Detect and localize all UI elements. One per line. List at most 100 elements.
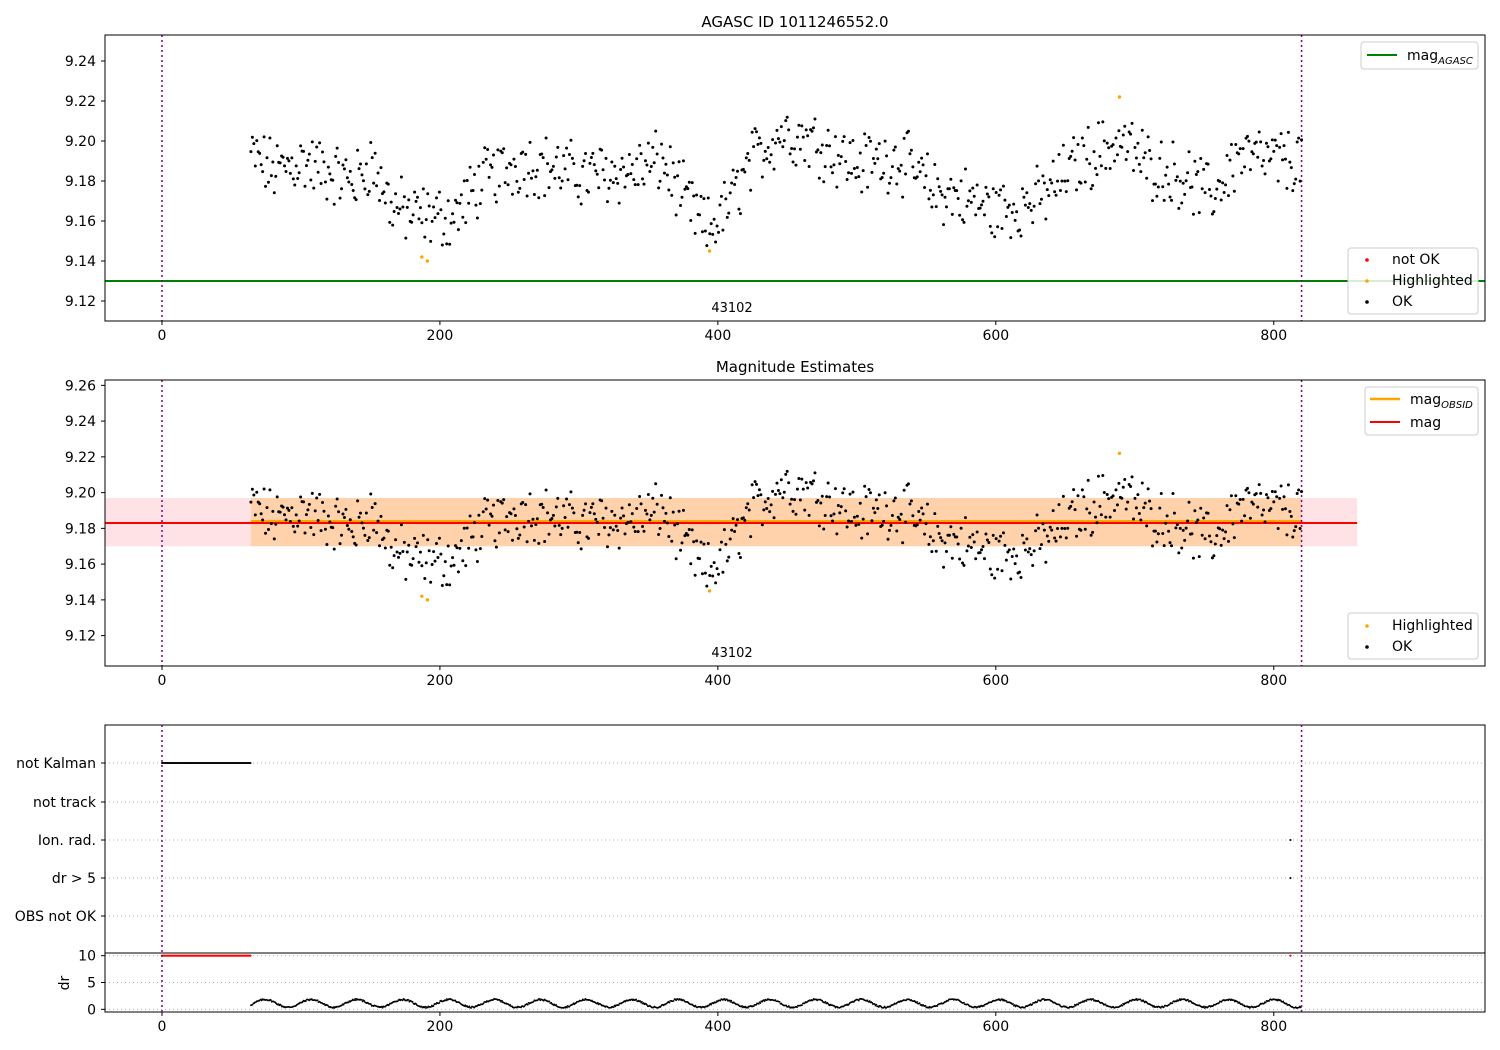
ok-point	[1200, 533, 1204, 537]
ok-point	[575, 530, 579, 534]
ok-point	[794, 512, 798, 516]
ok-point	[524, 503, 528, 507]
ok-point	[1228, 158, 1232, 162]
ok-point	[407, 198, 411, 202]
ok-point	[614, 177, 618, 181]
ok-point	[1191, 556, 1195, 560]
ok-point	[1171, 491, 1175, 495]
ok-point	[1025, 537, 1029, 541]
ok-point	[1226, 539, 1230, 543]
ok-point	[1194, 521, 1198, 525]
dr-point	[470, 1007, 472, 1009]
ok-point	[1095, 521, 1099, 525]
ok-point	[902, 136, 906, 140]
ok-point	[823, 165, 827, 169]
legend-mag-obsid: magOBSID	[1410, 392, 1473, 411]
x-tick-label: 400	[705, 673, 732, 689]
ok-point	[804, 481, 808, 485]
ok-point	[990, 573, 994, 577]
dr-point	[723, 997, 726, 1000]
ok-point	[743, 518, 747, 522]
ok-point	[1222, 537, 1226, 541]
ok-point	[531, 169, 535, 173]
ok-point	[923, 532, 927, 536]
ok-point	[668, 496, 672, 500]
ok-point	[619, 516, 623, 520]
ok-point	[1037, 526, 1041, 530]
ok-point	[331, 178, 335, 182]
ok-point	[968, 189, 972, 193]
ok-point	[478, 547, 482, 551]
ok-point	[487, 523, 491, 527]
ok-point	[418, 550, 422, 554]
ok-point	[367, 189, 371, 193]
ok-point	[386, 529, 390, 533]
ok-point	[503, 528, 507, 532]
dr-point	[555, 1004, 558, 1006]
ok-point	[705, 244, 709, 248]
dr-point	[1031, 1003, 1034, 1006]
ok-point	[646, 141, 650, 145]
ok-point	[760, 523, 764, 527]
ok-point	[841, 139, 845, 143]
panel3-frame	[104, 724, 1486, 954]
ok-point	[1108, 166, 1112, 170]
ok-point	[752, 145, 756, 149]
ok-point	[1251, 152, 1255, 156]
ok-point	[727, 211, 731, 215]
ok-point	[683, 534, 687, 538]
ok-point	[1276, 179, 1280, 183]
ok-point	[1264, 493, 1268, 497]
dr-point	[796, 1006, 798, 1009]
ok-point	[448, 242, 452, 246]
ok-point	[322, 160, 326, 164]
dr-point	[1203, 1005, 1205, 1008]
ok-point	[527, 519, 531, 523]
ok-point	[521, 150, 525, 154]
ok-point	[1098, 154, 1102, 158]
y-tick-label: 9.12	[65, 294, 96, 310]
ok-point	[1079, 528, 1083, 532]
ok-point	[1037, 179, 1041, 183]
ok-point	[1273, 490, 1277, 494]
ok-point	[717, 572, 721, 576]
ok-point	[515, 527, 519, 531]
ok-point	[394, 538, 398, 542]
ok-point	[604, 506, 608, 510]
ok-point	[1134, 156, 1138, 160]
ok-point	[437, 190, 441, 194]
ok-point	[676, 522, 680, 526]
ok-point	[560, 526, 564, 530]
ok-point	[776, 488, 780, 492]
dr-point	[612, 1006, 615, 1009]
ok-point	[1197, 555, 1201, 559]
ok-point	[899, 512, 903, 516]
ok-point	[806, 486, 810, 490]
ok-point	[1000, 226, 1004, 230]
ok-point	[383, 546, 387, 550]
ok-point	[1045, 188, 1049, 192]
dr-point	[924, 1004, 927, 1007]
ok-point	[845, 525, 849, 529]
dr-point	[316, 999, 319, 1002]
x-tick-label: 800	[1260, 673, 1287, 689]
ok-point	[253, 513, 257, 517]
ok-point	[936, 524, 940, 528]
ok-point	[651, 145, 655, 149]
ok-point	[347, 180, 351, 184]
ok-point	[749, 188, 753, 192]
ok-point	[629, 172, 633, 176]
ok-point	[830, 519, 834, 523]
ok-point	[1056, 179, 1060, 183]
ok-point	[1161, 531, 1165, 535]
ok-point	[471, 189, 475, 193]
ok-point	[873, 511, 877, 515]
ok-point	[556, 496, 560, 500]
ok-point	[947, 187, 951, 191]
flag-row-label: not Kalman	[16, 756, 96, 772]
dr-point	[1121, 1004, 1124, 1007]
ok-point	[997, 539, 1001, 543]
ok-point	[312, 533, 316, 537]
ok-point	[759, 493, 763, 497]
